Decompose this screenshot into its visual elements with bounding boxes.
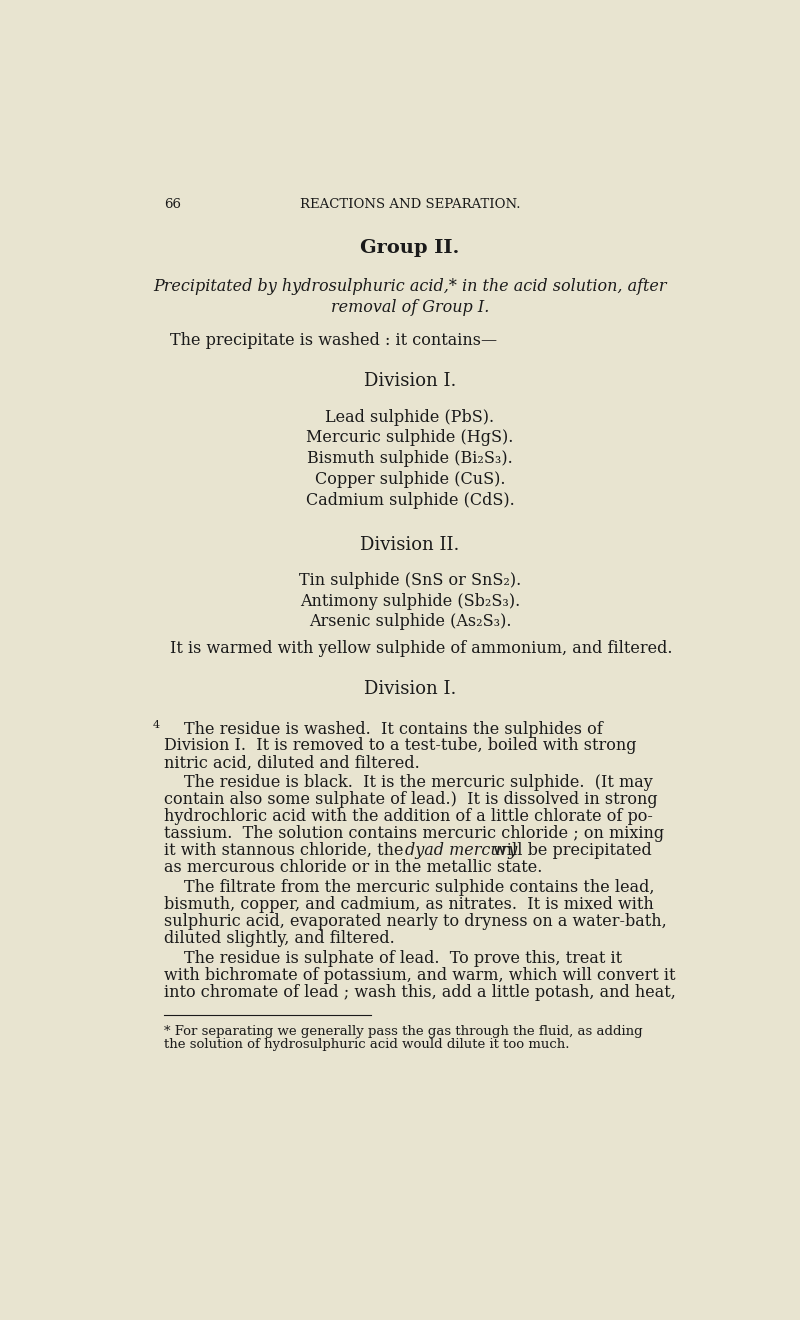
Text: hydrochloric acid with the addition of a little chlorate of po-: hydrochloric acid with the addition of a… (164, 808, 654, 825)
Text: Mercuric sulphide (HgS).: Mercuric sulphide (HgS). (306, 429, 514, 446)
Text: into chromate of lead ; wash this, add a little potash, and heat,: into chromate of lead ; wash this, add a… (164, 983, 676, 1001)
Text: removal of Group I.: removal of Group I. (331, 298, 489, 315)
Text: Division II.: Division II. (360, 536, 460, 553)
Text: Precipitated by hydrosulphuric acid,* in the acid solution, after: Precipitated by hydrosulphuric acid,* in… (154, 277, 666, 294)
Text: the solution of hydrosulphuric acid would dilute it too much.: the solution of hydrosulphuric acid woul… (164, 1038, 570, 1051)
Text: The residue is black.  It is the mercuric sulphide.  (It may: The residue is black. It is the mercuric… (184, 775, 653, 792)
Text: Cadmium sulphide (CdS).: Cadmium sulphide (CdS). (306, 492, 514, 508)
Text: Tin sulphide (SnS or SnS₂).: Tin sulphide (SnS or SnS₂). (299, 572, 521, 589)
Text: sulphuric acid, evaporated nearly to dryness on a water-bath,: sulphuric acid, evaporated nearly to dry… (164, 913, 667, 931)
Text: dyad mercury: dyad mercury (405, 842, 517, 859)
Text: 66: 66 (164, 198, 182, 211)
Text: The residue is washed.  It contains the sulphides of: The residue is washed. It contains the s… (184, 721, 602, 738)
Text: bismuth, copper, and cadmium, as nitrates.  It is mixed with: bismuth, copper, and cadmium, as nitrate… (164, 896, 654, 913)
Text: The residue is sulphate of lead.  To prove this, treat it: The residue is sulphate of lead. To prov… (184, 950, 622, 968)
Text: nitric acid, diluted and filtered.: nitric acid, diluted and filtered. (164, 755, 420, 771)
Text: Division I.: Division I. (364, 681, 456, 698)
Text: Division I.: Division I. (364, 372, 456, 391)
Text: contain also some sulphate of lead.)  It is dissolved in strong: contain also some sulphate of lead.) It … (164, 792, 658, 808)
Text: Lead sulphide (PbS).: Lead sulphide (PbS). (326, 409, 494, 425)
Text: Copper sulphide (CuS).: Copper sulphide (CuS). (314, 471, 506, 488)
Text: It is warmed with yellow sulphide of ammonium, and filtered.: It is warmed with yellow sulphide of amm… (170, 640, 672, 656)
Text: Arsenic sulphide (As₂S₃).: Arsenic sulphide (As₂S₃). (309, 614, 511, 631)
Text: Bismuth sulphide (Bi₂S₃).: Bismuth sulphide (Bi₂S₃). (307, 450, 513, 467)
Text: The filtrate from the mercuric sulphide contains the lead,: The filtrate from the mercuric sulphide … (184, 879, 654, 896)
Text: Antimony sulphide (Sb₂S₃).: Antimony sulphide (Sb₂S₃). (300, 593, 520, 610)
Text: 4: 4 (153, 721, 160, 730)
Text: with bichromate of potassium, and warm, which will convert it: with bichromate of potassium, and warm, … (164, 966, 676, 983)
Text: will be precipitated: will be precipitated (488, 842, 652, 859)
Text: Group II.: Group II. (360, 239, 460, 257)
Text: REACTIONS AND SEPARATION.: REACTIONS AND SEPARATION. (300, 198, 520, 211)
Text: Division I.  It is removed to a test-tube, boiled with strong: Division I. It is removed to a test-tube… (164, 738, 637, 755)
Text: The precipitate is washed : it contains—: The precipitate is washed : it contains— (170, 331, 497, 348)
Text: as mercurous chloride or in the metallic state.: as mercurous chloride or in the metallic… (164, 859, 542, 876)
Text: diluted slightly, and filtered.: diluted slightly, and filtered. (164, 929, 395, 946)
Text: * For separating we generally pass the gas through the fluid, as adding: * For separating we generally pass the g… (164, 1026, 643, 1039)
Text: it with stannous chloride, the: it with stannous chloride, the (164, 842, 409, 859)
Text: tassium.  The solution contains mercuric chloride ; on mixing: tassium. The solution contains mercuric … (164, 825, 665, 842)
